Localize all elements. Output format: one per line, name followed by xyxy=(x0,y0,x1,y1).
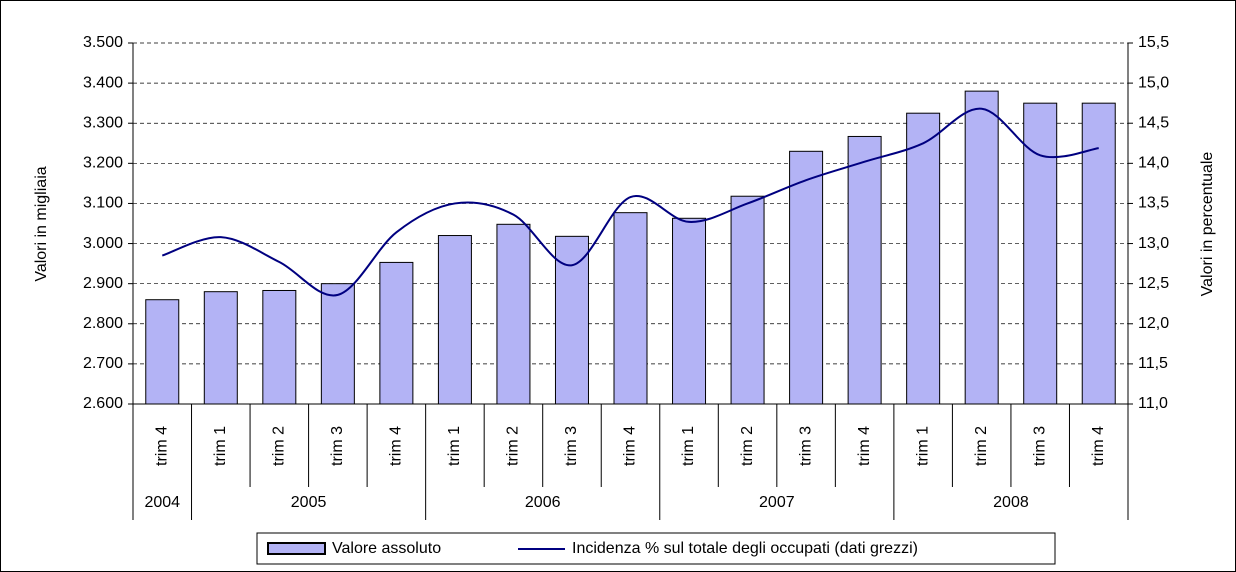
y-tick-label: 3.300 xyxy=(83,114,123,131)
y2-tick-label: 14,0 xyxy=(1138,155,1169,172)
y2-tick-label: 11,0 xyxy=(1138,395,1168,412)
x-group-label: 2004 xyxy=(144,494,180,511)
x-group-label: 2005 xyxy=(291,494,327,511)
bar xyxy=(847,135,882,405)
x-tick-label: trim 3 xyxy=(1031,426,1048,466)
x-tick-label: trim 4 xyxy=(622,426,639,466)
x-tick-label: trim 2 xyxy=(271,426,288,466)
legend-label: Valore assoluto xyxy=(332,540,441,557)
bar xyxy=(730,195,765,405)
y2-tick-label: 14,5 xyxy=(1138,114,1169,131)
x-tick-label: trim 3 xyxy=(329,426,346,466)
y-tick-label: 2.800 xyxy=(83,315,123,332)
bar xyxy=(906,112,941,405)
bar xyxy=(203,291,238,405)
y2-tick-label: 12,0 xyxy=(1138,315,1169,332)
y-tick-label: 2.600 xyxy=(83,395,123,412)
bar xyxy=(145,299,180,405)
y-axis-title: Valori in migliaia xyxy=(33,166,50,281)
bar xyxy=(320,283,355,405)
bar xyxy=(496,223,531,405)
x-tick-label: trim 4 xyxy=(388,426,405,466)
x-tick-label: trim 2 xyxy=(505,426,522,466)
y-tick-label: 3.400 xyxy=(83,74,123,91)
y-tick-label: 2.700 xyxy=(83,355,123,372)
y2-tick-label: 11,5 xyxy=(1138,355,1168,372)
legend-label: Incidenza % sul totale degli occupati (d… xyxy=(572,540,918,557)
legend-swatch xyxy=(267,542,326,555)
x-tick-label: trim 2 xyxy=(739,426,756,466)
x-group-label: 2006 xyxy=(525,494,561,511)
x-tick-label: trim 2 xyxy=(973,426,990,466)
x-tick-label: trim 1 xyxy=(680,426,697,466)
x-group-label: 2008 xyxy=(993,494,1029,511)
bar xyxy=(672,217,707,405)
x-tick-label: trim 3 xyxy=(797,426,814,466)
x-tick-label: trim 1 xyxy=(212,426,229,466)
bar xyxy=(437,235,472,405)
y2-tick-label: 13,0 xyxy=(1138,235,1169,252)
bar xyxy=(964,90,999,405)
line xyxy=(161,107,1099,297)
y-tick-label: 2.900 xyxy=(83,275,123,292)
bar xyxy=(613,212,648,405)
y-tick-label: 3.500 xyxy=(83,34,123,51)
x-group-label: 2007 xyxy=(759,494,795,511)
bar xyxy=(789,150,824,405)
x-tick-label: trim 1 xyxy=(446,426,463,466)
bar xyxy=(262,289,297,405)
x-tick-label: trim 4 xyxy=(1090,426,1107,466)
y2-axis-title: Valori in percentuale xyxy=(1199,152,1216,297)
y2-tick-label: 13,5 xyxy=(1138,195,1169,212)
bar xyxy=(379,261,414,405)
y-tick-label: 3.000 xyxy=(83,235,123,252)
y2-tick-label: 12,5 xyxy=(1138,275,1169,292)
legend-box xyxy=(256,532,1056,565)
x-tick-label: trim 3 xyxy=(563,426,580,466)
x-tick-label: trim 4 xyxy=(153,426,170,466)
x-tick-label: trim 1 xyxy=(914,426,931,466)
y-tick-label: 3.100 xyxy=(83,195,123,212)
x-tick-label: trim 4 xyxy=(856,426,873,466)
y2-tick-label: 15,5 xyxy=(1138,34,1169,51)
y2-tick-label: 15,0 xyxy=(1138,74,1169,91)
y-tick-label: 3.200 xyxy=(83,155,123,172)
bar xyxy=(1081,102,1116,405)
